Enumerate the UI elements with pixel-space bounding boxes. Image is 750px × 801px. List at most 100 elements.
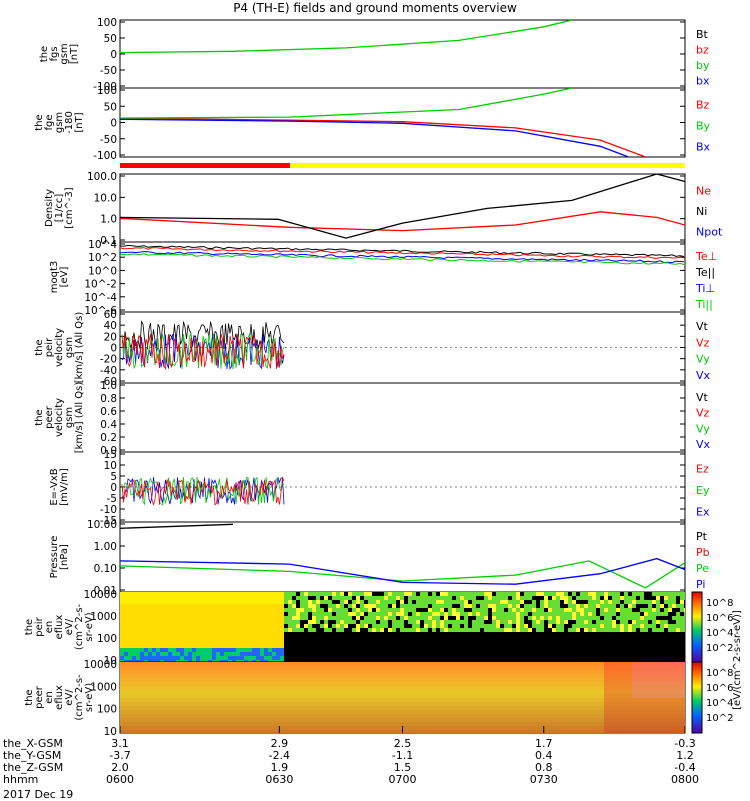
legend-Pi: Pi: [696, 578, 705, 591]
y-tick-label: 10000: [84, 589, 117, 601]
legend-Vz: Vz: [696, 336, 710, 349]
orbit-row-label: the_X-GSM: [3, 738, 63, 749]
colorbar-tick-label: 10^4: [706, 698, 733, 709]
legend-Ez: Ez: [696, 463, 709, 476]
orbit-value: 0.4: [529, 750, 559, 761]
series-Pt: [120, 524, 233, 528]
series-Pe: [120, 561, 685, 588]
panel-data: [120, 592, 688, 664]
panel-efield: [120, 452, 685, 522]
orbit-value: 1.5: [388, 762, 418, 773]
series-By: [120, 88, 572, 118]
legend-Bt: Bt: [696, 28, 709, 41]
orbit-value: 0630: [264, 774, 294, 785]
orbit-value: 3.1: [105, 738, 135, 749]
orbit-value: -2.4: [264, 750, 294, 761]
panel-data: [120, 88, 646, 157]
legend-Ne: Ne: [696, 184, 711, 197]
panel-data: [120, 524, 685, 588]
legend-By: By: [696, 120, 711, 133]
legend-Te||: Te||: [695, 266, 715, 279]
legend-Pe: Pe: [696, 562, 709, 575]
panel-data: [120, 174, 685, 238]
y-tick-label: 1.0: [100, 214, 117, 226]
y-tick-label: 100.0: [87, 171, 117, 183]
panel-temperature: [120, 242, 685, 312]
legend-Ex: Ex: [696, 505, 710, 518]
legend-Vz: Vz: [696, 407, 710, 420]
mode-bar-fast: [290, 163, 685, 168]
legend-Vy: Vy: [696, 422, 710, 435]
panel-peer-velocity: [120, 383, 685, 452]
y-tick-label: 0: [110, 118, 117, 130]
panel-data: [120, 20, 572, 53]
legend-Bz: Bz: [696, 99, 710, 112]
y-tick-label: 10^4: [88, 239, 117, 251]
colorbar-tick-label: 10^4: [706, 628, 733, 639]
legend-Pb: Pb: [696, 546, 710, 559]
legend-Npot: Npot: [696, 226, 723, 239]
orbit-value: -1.1: [388, 750, 418, 761]
legend-Te⊥: Te⊥: [695, 250, 717, 263]
y-tick-label: 0.10: [94, 563, 117, 575]
orbit-value: 1.9: [264, 762, 294, 773]
y-tick-label: 10.00: [87, 519, 117, 531]
y-tick-label: 0.4: [100, 419, 117, 431]
y-axis-label: [nT]: [69, 44, 80, 64]
series-Ne: [120, 212, 685, 231]
orbit-value: -3.7: [105, 750, 135, 761]
y-tick-label: 10.0: [94, 192, 117, 204]
y-tick-label: 0.8: [100, 393, 117, 405]
orbit-row-label: the_Z-GSM: [3, 762, 63, 773]
orbit-row-label: the_Y-GSM: [3, 750, 61, 761]
y-axis-label: sr-eV): [84, 683, 95, 712]
orbit-value: -0.4: [670, 762, 700, 773]
orbit-value: 2.0: [105, 762, 135, 773]
y-axis-label: sr-eV): [84, 612, 95, 641]
colorbar-tick-label: 10^8: [706, 598, 733, 609]
y-tick-label: -100: [93, 150, 117, 162]
colorbar-tick-label: 10^6: [706, 613, 733, 624]
y-tick-label: 10000: [84, 659, 117, 671]
y-tick-label: 10^-2: [84, 279, 117, 291]
y-tick-label: 0: [110, 49, 117, 61]
date-label: 2017 Dec 19: [3, 788, 73, 801]
legend-bz: bz: [696, 43, 709, 56]
orbit-value: 0700: [388, 774, 418, 785]
panel-data: [120, 477, 685, 505]
y-axis-label: [km/s] (All Qs): [74, 382, 85, 454]
legend-bx: bx: [696, 74, 710, 87]
legend-Vy: Vy: [696, 353, 710, 366]
y-tick-label: -50: [100, 65, 117, 77]
colorbar-tick-label: 10^6: [706, 683, 733, 694]
series-Ni: [120, 174, 685, 238]
panel-fge: [120, 88, 685, 157]
y-tick-label: 1.0: [100, 380, 117, 392]
colorbar: [692, 662, 702, 733]
orbit-value: 1.7: [529, 738, 559, 749]
mode-bar-slow: [120, 163, 290, 168]
panel-peir-eflux: [120, 592, 688, 664]
legend-Pt: Pt: [696, 530, 708, 543]
legend-Bx: Bx: [696, 141, 711, 154]
y-tick-label: 0.2: [100, 432, 117, 444]
legend-Vt: Vt: [696, 320, 709, 333]
orbit-value: 2.9: [264, 738, 294, 749]
legend-Ti⊥: Ti⊥: [695, 282, 715, 295]
orbit-value: 0.8: [529, 762, 559, 773]
panel-frame: [120, 20, 685, 88]
legend-Ti||: Ti||: [695, 298, 713, 311]
y-axis-label: [eV]: [59, 267, 70, 288]
orbit-value: -0.3: [670, 738, 700, 749]
legend-Vt: Vt: [696, 391, 709, 404]
colorbar: [692, 592, 702, 662]
series-Bx: [120, 119, 629, 157]
series-by: [120, 20, 572, 53]
y-tick-label: 10^2: [88, 252, 117, 264]
y-tick-label: 100: [97, 17, 117, 29]
panel-frame: [120, 383, 685, 452]
legend-by: by: [696, 59, 710, 72]
legend-Ni: Ni: [696, 205, 707, 218]
panel-data: [120, 245, 684, 264]
